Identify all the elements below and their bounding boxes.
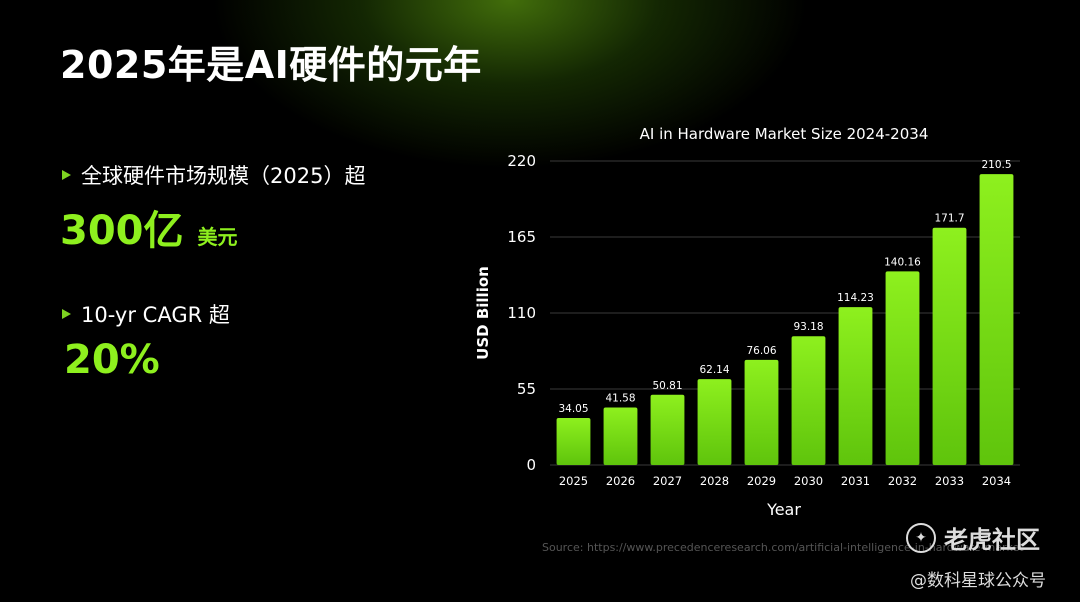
bar-2029 bbox=[744, 359, 779, 465]
page-title: 2025年是AI硬件的元年 bbox=[60, 43, 482, 87]
y-axis-label: USD Billion bbox=[474, 266, 492, 360]
data-label: 93.18 bbox=[793, 321, 823, 333]
bar-2026 bbox=[603, 407, 638, 465]
bar-2025 bbox=[556, 417, 591, 465]
data-label: 50.81 bbox=[652, 380, 682, 392]
market-size-bar-chart: AI in Hardware Market Size 2024-2034 USD… bbox=[474, 125, 1020, 519]
x-tick-label: 2027 bbox=[653, 474, 682, 488]
data-label: 114.23 bbox=[837, 292, 874, 304]
bar-2034 bbox=[979, 174, 1014, 466]
watermark-brand: 老虎社区 bbox=[944, 526, 1040, 554]
x-tick-label: 2033 bbox=[935, 474, 964, 488]
bar-2028 bbox=[697, 379, 732, 465]
bullet-arrow-icon bbox=[62, 309, 71, 319]
x-tick-label: 2031 bbox=[841, 474, 870, 488]
data-label: 210.5 bbox=[981, 159, 1011, 171]
x-tick-label: 2026 bbox=[606, 474, 635, 488]
data-label: 171.7 bbox=[934, 213, 964, 225]
y-tick-label: 110 bbox=[507, 304, 536, 322]
watermark-logo: ✦ 老虎社区 bbox=[906, 520, 1040, 555]
bar-2031 bbox=[838, 307, 873, 465]
bar-2030 bbox=[791, 336, 826, 465]
stat-cagr-number: 20% bbox=[64, 337, 160, 383]
chart-title: AI in Hardware Market Size 2024-2034 bbox=[640, 125, 929, 143]
y-tick-label: 55 bbox=[517, 380, 536, 398]
bar-2027 bbox=[650, 394, 685, 465]
watermark-account: @数科星球公众号 bbox=[910, 571, 1046, 591]
source-note: Source: https://www.precedenceresearch.c… bbox=[542, 541, 1024, 554]
x-axis-label: Year bbox=[766, 500, 801, 519]
bar-2033 bbox=[932, 227, 967, 465]
x-tick-label: 2025 bbox=[559, 474, 588, 488]
stat-market-size-number: 300亿 bbox=[60, 208, 184, 254]
x-tick-label: 2030 bbox=[794, 474, 823, 488]
x-axis-ticks: 2025 2026 2027 2028 2029 2030 2031 2032 2033 2034 bbox=[559, 474, 1011, 488]
stat-market-size-value: 300亿 美元 bbox=[60, 198, 238, 256]
data-labels: 34.05 41.58 50.81 62.14 76.06 93.18 114.23 140.… bbox=[558, 159, 1011, 415]
y-tick-label: 220 bbox=[507, 152, 536, 170]
y-tick-label: 0 bbox=[526, 456, 536, 474]
stat-market-size-label: 全球硬件市场规模（2025）超 bbox=[62, 160, 365, 190]
y-axis-ticks: 0 55 110 165 220 bbox=[507, 152, 536, 474]
stat-market-size-label-text: 全球硬件市场规模（2025）超 bbox=[81, 164, 366, 188]
x-tick-label: 2028 bbox=[700, 474, 729, 488]
bullet-arrow-icon bbox=[62, 170, 71, 180]
data-label: 34.05 bbox=[558, 403, 588, 415]
stat-cagr-value: 20% bbox=[64, 337, 160, 383]
bars bbox=[556, 174, 1014, 466]
y-tick-label: 165 bbox=[507, 228, 536, 246]
stat-cagr-label: 10-yr CAGR 超 bbox=[62, 299, 230, 329]
data-label: 41.58 bbox=[605, 393, 635, 405]
x-tick-label: 2029 bbox=[747, 474, 776, 488]
bar-2032 bbox=[885, 271, 920, 465]
stat-market-size-unit: 美元 bbox=[197, 225, 238, 249]
x-tick-label: 2034 bbox=[982, 474, 1011, 488]
data-label: 76.06 bbox=[746, 345, 776, 357]
x-tick-label: 2032 bbox=[888, 474, 917, 488]
data-label: 140.16 bbox=[884, 256, 921, 268]
data-label: 62.14 bbox=[699, 364, 729, 376]
tiger-logo-icon: ✦ bbox=[906, 522, 936, 553]
stat-cagr-label-text: 10-yr CAGR 超 bbox=[81, 303, 230, 327]
